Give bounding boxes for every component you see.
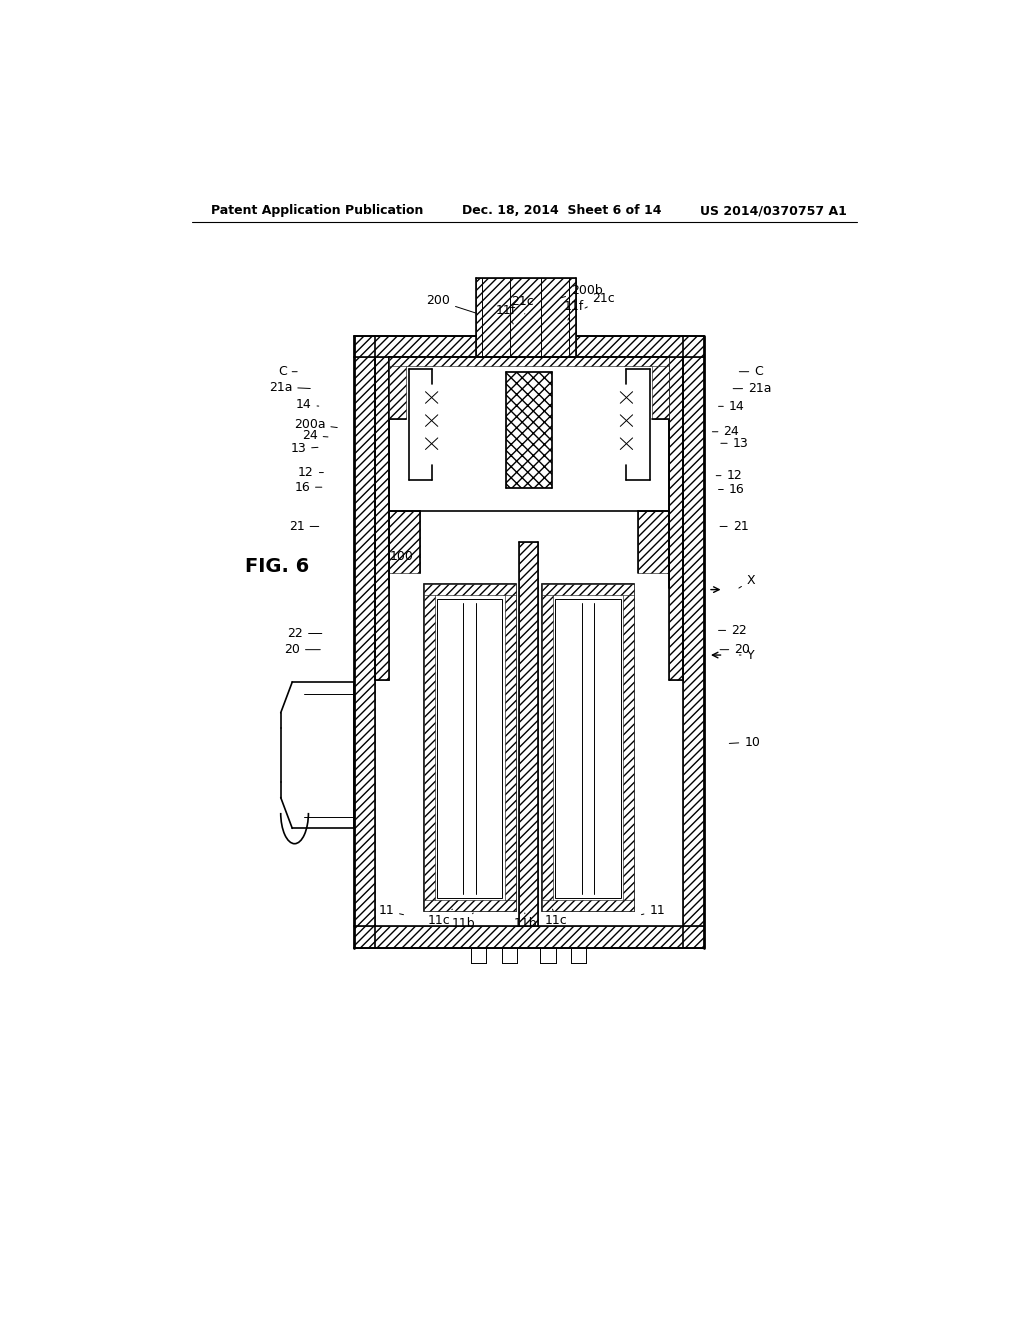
Bar: [542, 585, 634, 911]
Text: 12: 12: [298, 466, 324, 479]
Text: 21: 21: [720, 520, 749, 533]
Bar: [354, 335, 475, 358]
Text: 14: 14: [296, 399, 318, 412]
Text: Dec. 18, 2014  Sheet 6 of 14: Dec. 18, 2014 Sheet 6 of 14: [462, 205, 662, 218]
Bar: [669, 358, 683, 681]
Bar: [506, 372, 552, 488]
Text: 11: 11: [378, 904, 403, 917]
Text: C: C: [278, 366, 297, 379]
Text: 20: 20: [284, 643, 321, 656]
Text: 11f: 11f: [564, 300, 585, 321]
Bar: [376, 358, 389, 681]
Text: 24: 24: [713, 425, 739, 438]
Text: 11f: 11f: [496, 305, 516, 323]
Bar: [519, 543, 538, 927]
Text: 24: 24: [302, 429, 328, 442]
Bar: [437, 599, 503, 898]
Bar: [652, 358, 669, 418]
Text: 10: 10: [729, 735, 760, 748]
Bar: [389, 511, 420, 573]
Bar: [389, 358, 407, 418]
Text: US 2014/0370757 A1: US 2014/0370757 A1: [699, 205, 847, 218]
Text: 11c: 11c: [545, 909, 567, 927]
Text: X: X: [739, 574, 755, 589]
Text: 20: 20: [720, 643, 751, 656]
Text: 13: 13: [721, 437, 749, 450]
Text: 200a: 200a: [294, 417, 337, 430]
Bar: [424, 900, 515, 911]
Bar: [542, 900, 634, 911]
Text: 200: 200: [426, 294, 476, 313]
Text: 200b: 200b: [560, 284, 603, 298]
Text: 22: 22: [719, 624, 746, 638]
Text: 16: 16: [719, 483, 744, 496]
Bar: [542, 585, 553, 911]
Text: 21c: 21c: [511, 296, 534, 314]
Text: 12: 12: [716, 469, 742, 482]
Bar: [354, 335, 376, 948]
Text: 11: 11: [641, 904, 666, 917]
Bar: [575, 335, 705, 358]
Bar: [354, 927, 705, 948]
Text: 21a: 21a: [733, 381, 772, 395]
Text: Y: Y: [739, 648, 755, 661]
Text: 13: 13: [291, 442, 318, 455]
Bar: [624, 585, 634, 911]
Bar: [424, 585, 515, 911]
Bar: [389, 358, 669, 367]
Bar: [475, 277, 575, 358]
Bar: [424, 585, 515, 595]
Text: 21c: 21c: [585, 292, 615, 308]
Bar: [424, 585, 435, 911]
Text: 22: 22: [288, 627, 322, 640]
Text: 14: 14: [719, 400, 744, 413]
Bar: [542, 585, 634, 595]
Text: 11b: 11b: [514, 913, 538, 929]
Bar: [505, 585, 515, 911]
Text: 11b: 11b: [453, 913, 476, 929]
Bar: [555, 599, 621, 898]
Text: 16: 16: [294, 480, 322, 494]
Text: 100: 100: [390, 550, 421, 564]
Bar: [683, 335, 705, 948]
Bar: [638, 511, 669, 573]
Text: 21a: 21a: [268, 380, 310, 393]
Text: 21: 21: [289, 520, 318, 533]
Text: Patent Application Publication: Patent Application Publication: [211, 205, 424, 218]
Text: FIG. 6: FIG. 6: [245, 557, 309, 576]
Text: 11c: 11c: [427, 909, 453, 927]
Text: C: C: [739, 366, 763, 379]
